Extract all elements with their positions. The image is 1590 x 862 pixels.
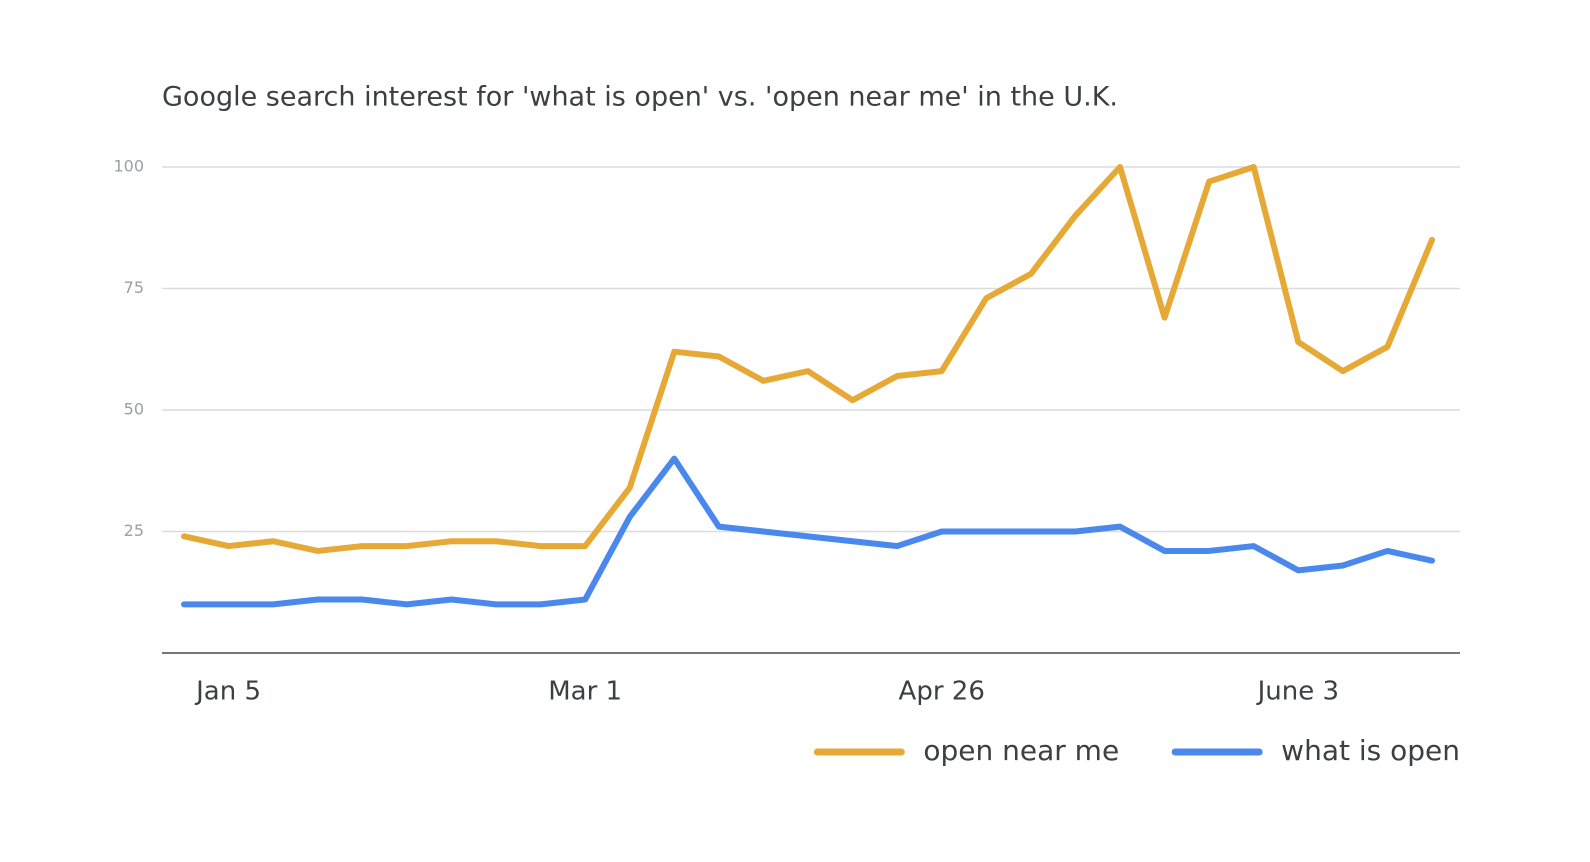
y-tick-label: 100 [113,157,144,176]
legend-label: open near me [923,734,1119,767]
line-series [181,164,1435,554]
y-tick-label: 25 [124,521,144,540]
line-series [181,455,1435,608]
x-tick-label: Mar 1 [548,677,622,707]
legend-label: what is open [1281,734,1460,767]
y-tick-label: 75 [124,278,144,297]
x-tick-label: Apr 26 [899,677,985,707]
x-tick-label: Jan 5 [194,677,261,707]
chart-title: Google search interest for 'what is open… [162,82,1118,113]
y-tick-label: 50 [124,400,144,419]
x-tick-label: June 3 [1256,677,1339,707]
